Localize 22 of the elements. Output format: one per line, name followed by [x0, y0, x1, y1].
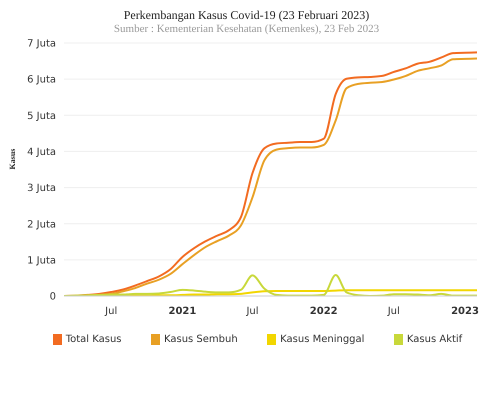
y-tick-label: 6 Juta — [27, 74, 56, 86]
legend-label: Kasus Aktif — [406, 334, 462, 345]
x-tick-label: 2022 — [310, 306, 338, 317]
legend-label: Kasus Sembuh — [162, 334, 238, 345]
y-tick-label: 4 Juta — [27, 146, 56, 158]
chart-subtitle: Sumber : Kementerian Kesehatan (Kemenkes), 23 Feb 2023 — [112, 23, 380, 35]
x-tick-label: Jul — [104, 306, 118, 317]
legend-label: Kasus Meninggal — [279, 334, 364, 345]
y-tick-label: 7 Juta — [27, 38, 56, 50]
y-axis-title: Kasus — [8, 148, 17, 170]
x-tick-label: 2023 — [451, 306, 479, 317]
legend-label: Total Kasus — [64, 334, 122, 345]
y-tick-label: 2 Juta — [27, 219, 56, 230]
x-tick-label: Jul — [386, 306, 400, 317]
y-tick-label: 0 — [50, 292, 56, 303]
y-tick-label: 1 Juta — [27, 255, 56, 266]
y-tick-label: 3 Juta — [27, 183, 56, 194]
y-tick-label: 5 Juta — [27, 110, 56, 122]
x-tick-label: 2021 — [168, 306, 196, 317]
line-series — [64, 274, 477, 296]
chart-title: Perkembangan Kasus Covid-19 (23 Februari 2023) — [122, 8, 370, 23]
x-tick-label: Jul — [245, 306, 259, 317]
